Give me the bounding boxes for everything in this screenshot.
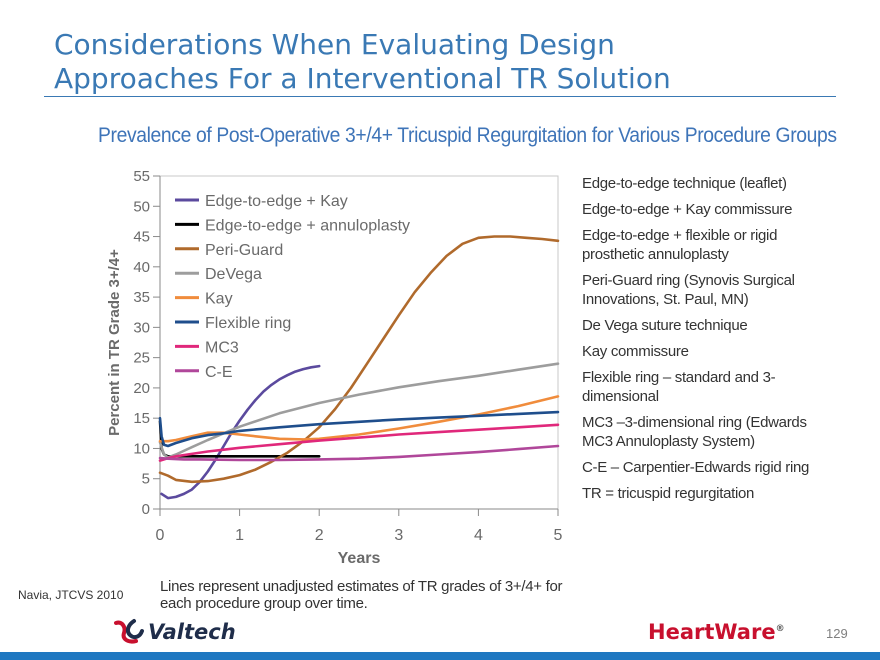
note-item: Peri-Guard ring (Synovis Surgical Innova… — [582, 272, 795, 308]
y-tick-label: 0 — [142, 501, 150, 518]
note-item: C-E – Carpentier-Edwards rigid ring — [582, 459, 810, 476]
legend-label: Flexible ring — [205, 315, 291, 332]
y-tick-label: 40 — [133, 259, 150, 276]
series-line — [158, 423, 560, 462]
series-line — [158, 235, 560, 484]
y-tick-label: 15 — [133, 410, 150, 427]
x-tick-label: 3 — [394, 527, 403, 544]
heartware-registered-mark: ® — [775, 624, 785, 634]
y-tick-label: 45 — [133, 229, 150, 246]
y-tick-label: 20 — [133, 380, 150, 397]
legend-label: Edge-to-edge + Kay — [205, 193, 348, 210]
note-item: De Vega suture technique — [582, 317, 748, 334]
note-item: Edge-to-edge technique (leaflet) — [582, 175, 787, 192]
x-tick-label: 1 — [235, 527, 244, 544]
note-item: Edge-to-edge + Kay commissure — [582, 201, 793, 218]
valtech-logo-text: Valtech — [148, 620, 236, 644]
y-tick-label: 25 — [133, 350, 150, 367]
y-tick-label: 30 — [133, 319, 150, 336]
legend-label: Edge-to-edge + annuloplasty — [205, 217, 410, 234]
series-line — [160, 364, 321, 500]
x-tick-label: 0 — [156, 527, 165, 544]
note-item: TR = tricuspid regurgitation — [582, 485, 755, 502]
x-axis-label: Years — [338, 550, 381, 567]
note-item: Flexible ring – standard and 3-dimension… — [582, 369, 776, 405]
page-number: 129 — [826, 626, 848, 641]
y-tick-label: 50 — [133, 198, 150, 215]
series-line — [158, 395, 560, 443]
series-line — [158, 444, 560, 462]
chart-caption: Lines represent unadjusted estimates of … — [160, 578, 563, 612]
x-tick-label: 4 — [474, 527, 483, 544]
x-tick-label: 2 — [315, 527, 324, 544]
series-line — [158, 410, 560, 448]
slide-title-line2: Approaches For a Interventional TR Solut… — [54, 62, 671, 95]
y-tick-label: 35 — [133, 289, 150, 306]
chart-notes: Edge-to-edge technique (leaflet) Edge-to… — [582, 174, 832, 510]
note-item: Kay commissure — [582, 343, 689, 360]
slide-title: Considerations When Evaluating Design Ap… — [54, 28, 814, 96]
legend-label: C-E — [205, 364, 233, 381]
y-tick-label: 10 — [133, 440, 150, 457]
y-tick-label: 5 — [142, 471, 150, 488]
legend-label: Peri-Guard — [205, 242, 283, 259]
legend-label: MC3 — [205, 339, 239, 356]
y-axis-label: Percent in TR Grade 3+/4+ — [106, 249, 123, 436]
source-citation: Navia, JTCVS 2010 — [18, 588, 124, 602]
footer-bar — [0, 652, 880, 660]
note-item: MC3 –3-dimensional ring (Edwards MC3 Ann… — [582, 414, 807, 450]
valtech-logo-mark-icon — [114, 619, 144, 644]
legend-label: DeVega — [205, 266, 262, 283]
slide-title-line1: Considerations When Evaluating Design — [54, 28, 615, 61]
x-tick-label: 5 — [554, 527, 563, 544]
valtech-logo: Valtech — [112, 616, 236, 648]
note-item: Edge-to-edge + flexible or rigid prosthe… — [582, 227, 778, 263]
title-divider — [44, 96, 836, 97]
y-tick-label: 55 — [133, 168, 150, 185]
heartware-logo-text: HeartWare — [648, 620, 776, 644]
heartware-logo: HeartWare® — [648, 620, 785, 644]
chart-title: Prevalence of Post-Operative 3+/4+ Tricu… — [98, 124, 837, 147]
legend-label: Kay — [205, 291, 233, 308]
